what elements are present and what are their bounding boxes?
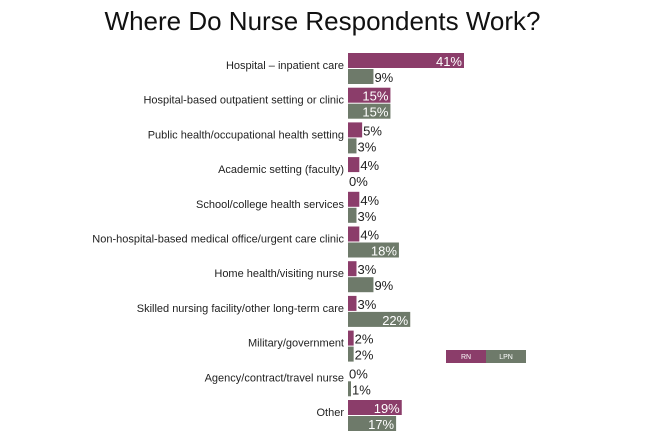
data-label: 3% [357, 297, 376, 312]
category-group: Hospital-based outpatient setting or cli… [143, 87, 391, 120]
category-label: Non-hospital-based medical office/urgent… [92, 234, 344, 246]
data-label: 18% [371, 244, 397, 259]
bar-rn [348, 330, 354, 346]
category-group: Home health/visiting nurse 3%9% [214, 261, 394, 293]
category-label: School/college health services [196, 199, 344, 211]
bar-lpn [348, 69, 374, 84]
category-label: Hospital-based outpatient setting or cli… [143, 95, 344, 107]
category-label: Hospital – inpatient care [226, 60, 344, 72]
data-label: 15% [362, 105, 388, 120]
category-label: Academic setting (faculty) [218, 164, 344, 176]
category-label: Public health/occupational health settin… [148, 129, 344, 141]
category-label: Skilled nursing facility/other long-term… [137, 303, 344, 315]
category-group: Academic setting (faculty) 4%0% [218, 157, 380, 189]
category-group: Public health/occupational health settin… [148, 122, 382, 154]
data-label: 22% [382, 313, 408, 328]
bar-lpn [348, 311, 411, 327]
data-label: 19% [374, 401, 400, 416]
legend-label-rn: RN [461, 354, 471, 361]
bars-layer: Hospital – inpatient care 41% 9% Hospital-b… [92, 53, 464, 432]
data-label: 5% [363, 123, 382, 138]
category-label: Agency/contract/travel nurse [205, 372, 344, 384]
bar-lpn [348, 103, 391, 119]
legend: RN LPN [446, 350, 526, 363]
data-label: 15% [362, 89, 388, 104]
data-label: 0% [349, 174, 368, 189]
data-label: 2% [355, 332, 374, 347]
bar-rn [348, 157, 360, 173]
data-label: 2% [355, 348, 374, 363]
data-label: 41% [436, 54, 462, 69]
bar-lpn [348, 242, 399, 258]
bar-rn [348, 53, 464, 68]
category-group: Agency/contract/travel nurse 0%1% [205, 366, 372, 397]
data-label: 4% [360, 193, 379, 208]
category-label: Military/government [248, 338, 344, 350]
bar-lpn [348, 381, 351, 397]
legend-label-lpn: LPN [499, 354, 513, 361]
bar-rn [348, 295, 357, 311]
category-group: Non-hospital-based medical office/urgent… [92, 226, 399, 259]
chart-title: Where Do Nurse Respondents Work? [104, 6, 541, 36]
bar-lpn [348, 416, 397, 431]
category-group: Military/government 2%2% [248, 330, 374, 363]
data-label: 17% [368, 417, 394, 432]
bar-rn [348, 122, 363, 138]
bar-rn [348, 261, 357, 277]
category-label: Home health/visiting nurse [214, 268, 344, 280]
data-label: 4% [360, 228, 379, 243]
category-group: Hospital – inpatient care 41% 9% [226, 53, 464, 85]
data-label: 4% [360, 158, 379, 173]
category-label: Other [316, 407, 344, 419]
bar-lpn [348, 346, 354, 362]
category-group: Skilled nursing facility/other long-term… [137, 295, 411, 328]
legend-swatch-rn [446, 350, 486, 363]
bar-rn [348, 226, 360, 242]
legend-swatch-lpn [486, 350, 526, 363]
data-label: 9% [374, 70, 393, 85]
data-label: 3% [357, 209, 376, 224]
data-label: 3% [357, 262, 376, 277]
bar-lpn [348, 277, 374, 293]
bar-rn [348, 87, 391, 103]
category-group: School/college health services 4%3% [196, 191, 380, 224]
data-label: 9% [374, 278, 393, 293]
bar-rn [348, 400, 402, 415]
bar-lpn [348, 207, 357, 223]
data-label: 1% [352, 382, 371, 397]
data-label: 0% [349, 366, 368, 381]
bar-rn [348, 191, 360, 207]
data-label: 3% [357, 139, 376, 154]
bar-lpn [348, 138, 357, 154]
category-group: Other 19%17% [316, 400, 402, 432]
